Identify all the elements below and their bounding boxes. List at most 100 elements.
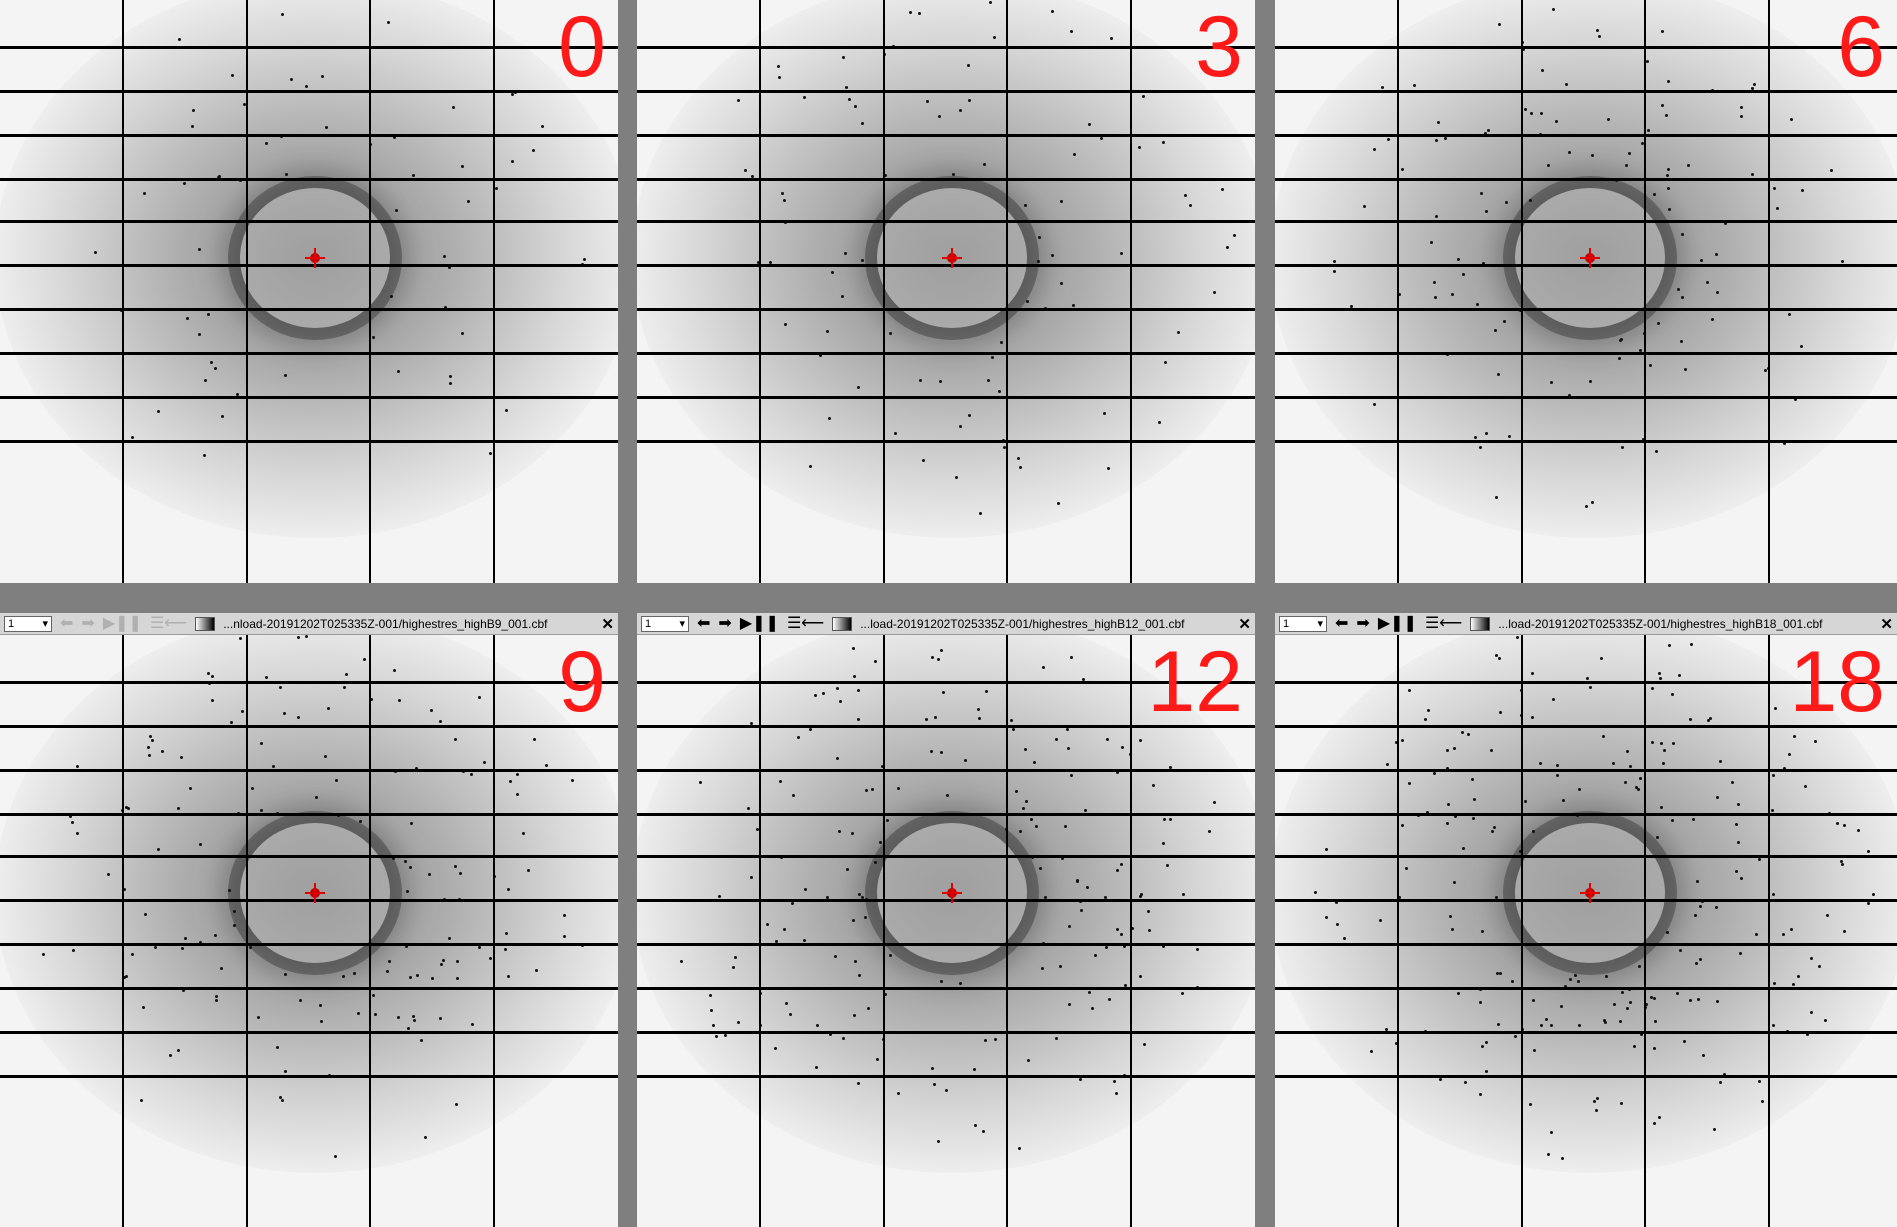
- diffraction-spot: [1620, 990, 1624, 994]
- diffraction-spot: [1369, 1050, 1373, 1054]
- diffraction-spot: [967, 98, 971, 102]
- diffraction-spot: [397, 1015, 401, 1019]
- close-icon[interactable]: ✕: [1880, 615, 1893, 633]
- diffraction-spot: [571, 778, 575, 782]
- diffraction-spot: [1384, 1027, 1388, 1031]
- diffraction-spot: [1313, 890, 1317, 894]
- arrow-right-icon[interactable]: ➡: [718, 614, 732, 632]
- diffraction-spot: [1496, 971, 1500, 975]
- diffraction-spot: [239, 636, 243, 640]
- diffraction-spot: [1840, 863, 1844, 867]
- module-gap-horizontal: [637, 46, 1255, 49]
- diffraction-spot: [814, 694, 818, 698]
- diffraction-spot: [188, 787, 192, 791]
- diffraction-spot: [1523, 800, 1527, 804]
- list-icon[interactable]: ☰⟵: [149, 614, 188, 632]
- diffraction-spot: [582, 258, 586, 262]
- diffraction-image[interactable]: 12: [637, 635, 1255, 1227]
- arrow-left-icon[interactable]: ⬅: [60, 614, 74, 632]
- module-gap-vertical: [493, 635, 495, 1227]
- diffraction-spot: [279, 685, 283, 689]
- diffraction-spot: [1602, 735, 1606, 739]
- diffraction-spot: [203, 378, 207, 382]
- diffraction-image[interactable]: 6: [1275, 0, 1897, 583]
- diffraction-spot: [1866, 902, 1870, 906]
- diffraction-spot: [1474, 436, 1478, 440]
- frame-select-dropdown[interactable]: 1 ▾: [4, 615, 52, 632]
- diffraction-spot: [826, 330, 830, 334]
- diffraction-spot: [925, 99, 929, 103]
- diffraction-spot: [130, 435, 134, 439]
- diffraction-spot: [988, 0, 992, 4]
- module-gap-vertical: [1768, 635, 1770, 1227]
- detector-panel: 12 1 ▾ ⬅ ➡ ▶❚❚ ☰⟵ ...load-20191202T025335Z-001/…: [637, 613, 1255, 1227]
- diffraction-spot: [1734, 822, 1738, 826]
- diffraction-spot: [1066, 747, 1070, 751]
- diffraction-spot: [1456, 991, 1460, 995]
- detector-panel: 6: [1275, 0, 1897, 583]
- colormap-icon[interactable]: [832, 616, 853, 631]
- diffraction-spot: [1564, 984, 1568, 988]
- module-gap-horizontal: [637, 943, 1255, 946]
- module-gap-vertical: [369, 0, 371, 583]
- diffraction-spot: [983, 162, 987, 166]
- diffraction-spot: [856, 1081, 860, 1085]
- diffraction-spot: [1018, 1147, 1022, 1151]
- diffraction-image[interactable]: 3: [637, 0, 1255, 583]
- close-icon[interactable]: ✕: [601, 615, 614, 633]
- diffraction-spots: [637, 0, 1255, 583]
- diffraction-spot: [169, 1054, 173, 1058]
- diffraction-spot: [1818, 965, 1822, 969]
- diffraction-spot: [1143, 1043, 1147, 1047]
- frame-select-dropdown[interactable]: 1 ▾: [641, 615, 689, 632]
- diffraction-spot: [1480, 1044, 1484, 1048]
- diffraction-spot: [1091, 1007, 1095, 1011]
- arrow-right-icon[interactable]: ➡: [81, 614, 95, 632]
- diffraction-spot: [278, 1096, 282, 1100]
- frame-select-dropdown[interactable]: 1 ▾: [1279, 615, 1327, 632]
- arrow-right-icon[interactable]: ➡: [1356, 614, 1370, 632]
- module-gap-vertical: [1006, 0, 1008, 583]
- module-gap-horizontal: [1275, 178, 1897, 181]
- diffraction-image[interactable]: 9: [0, 635, 618, 1227]
- diffraction-spot: [1528, 1103, 1532, 1107]
- play-pause-icon[interactable]: ▶❚❚: [1377, 614, 1417, 632]
- diffraction-spot: [1775, 206, 1779, 210]
- diffraction-spot: [1621, 446, 1625, 450]
- close-icon[interactable]: ✕: [1238, 615, 1251, 633]
- diffraction-spot: [106, 873, 110, 877]
- diffraction-spot: [964, 759, 968, 763]
- diffraction-spot: [1131, 926, 1135, 930]
- diffraction-spot: [829, 1032, 833, 1036]
- arrow-left-icon[interactable]: ⬅: [1335, 614, 1349, 632]
- diffraction-spot: [1011, 727, 1015, 731]
- diffraction-spot: [1653, 193, 1657, 197]
- diffraction-spot: [1590, 153, 1594, 157]
- diffraction-image[interactable]: 18: [1275, 635, 1897, 1227]
- diffraction-spot: [507, 974, 511, 978]
- diffraction-spot: [207, 313, 211, 317]
- diffraction-spot: [157, 847, 161, 851]
- list-icon[interactable]: ☰⟵: [786, 614, 825, 632]
- diffraction-image[interactable]: 0: [0, 0, 618, 583]
- diffraction-spot: [1647, 128, 1651, 132]
- play-pause-icon[interactable]: ▶❚❚: [739, 614, 779, 632]
- list-icon[interactable]: ☰⟵: [1424, 614, 1463, 632]
- viewer-toolbar: 1 ▾ ⬅ ➡ ▶❚❚ ☰⟵ ...load-20191202T025335Z-001/hi…: [637, 613, 1255, 635]
- diffraction-spot: [1804, 784, 1808, 788]
- diffraction-spot: [259, 808, 263, 812]
- frame-number-label: 18: [1789, 635, 1885, 730]
- play-pause-icon[interactable]: ▶❚❚: [102, 614, 142, 632]
- diffraction-spot: [214, 995, 218, 999]
- diffraction-spot: [945, 1089, 949, 1093]
- diffraction-spot: [207, 671, 211, 675]
- colormap-icon[interactable]: [1470, 616, 1491, 631]
- arrow-left-icon[interactable]: ⬅: [697, 614, 711, 632]
- diffraction-spot: [503, 947, 507, 951]
- diffraction-spot: [750, 875, 754, 879]
- diffraction-spot: [1783, 767, 1787, 771]
- module-gap-vertical: [759, 635, 761, 1227]
- colormap-icon[interactable]: [195, 616, 216, 631]
- diffraction-spot: [511, 160, 515, 164]
- module-gap-vertical: [493, 0, 495, 583]
